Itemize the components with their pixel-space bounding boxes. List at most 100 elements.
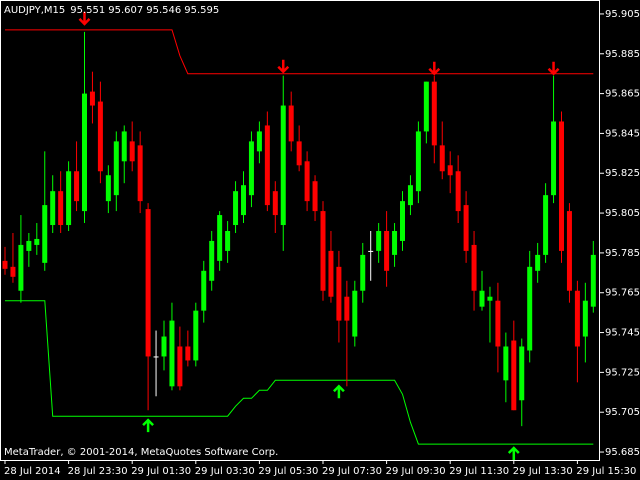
candle-body — [161, 336, 167, 357]
candle-body — [217, 215, 223, 261]
candle-body — [320, 211, 326, 291]
candle-body — [471, 244, 477, 291]
x-tick-label: 28 Jul 23:30 — [68, 466, 128, 477]
y-tick-label: 95.805 — [605, 208, 640, 219]
sell-arrow — [428, 61, 441, 76]
buy-arrow — [333, 384, 345, 399]
header-value: 95.595 — [184, 5, 219, 16]
candle-body — [543, 195, 549, 255]
header: AUDJPY,M15 95.551 95.607 95.546 95.595 — [4, 5, 219, 16]
upper-band — [5, 29, 594, 75]
buy-arrow — [507, 446, 520, 461]
candle-body — [566, 211, 572, 291]
candle-body — [423, 81, 429, 132]
sell-arrow — [78, 11, 91, 26]
candle-body — [352, 290, 358, 337]
candle-body — [384, 230, 390, 271]
y-tick-label: 95.685 — [605, 447, 640, 458]
y-tick-label: 95.745 — [605, 328, 640, 339]
candle-body — [113, 141, 119, 196]
candle-body — [50, 191, 56, 226]
candle-body — [503, 346, 509, 381]
sell-arrow — [277, 59, 290, 74]
candle-body — [407, 185, 413, 206]
candle-body — [153, 356, 159, 358]
x-tick-label: 29 Jul 05:30 — [258, 466, 318, 477]
candle-body — [225, 230, 231, 251]
lower-band — [5, 300, 594, 445]
header-value: 95.607 — [108, 5, 143, 16]
sell-arrow — [547, 61, 560, 76]
footer: MetaTrader, © 2001-2014, MetaQuotes Soft… — [4, 447, 278, 458]
candle-body — [248, 141, 254, 196]
candle-body — [304, 161, 310, 202]
header-value: 95.546 — [146, 5, 181, 16]
candle-body — [415, 131, 421, 192]
candle-body — [392, 230, 398, 255]
y-tick-label: 95.905 — [605, 9, 640, 20]
candle-body — [447, 165, 453, 176]
candle-body — [256, 131, 262, 152]
x-tick-label: 29 Jul 11:30 — [449, 466, 509, 477]
candle-body — [368, 250, 374, 252]
candle-body — [400, 201, 405, 241]
candle-body — [177, 346, 183, 387]
x-tick-label: 29 Jul 15:30 — [576, 466, 636, 477]
candle-body — [74, 171, 80, 202]
candle-body — [511, 340, 517, 411]
candle-body — [296, 141, 302, 166]
candle-body — [201, 270, 207, 311]
x-tick-label: 29 Jul 09:30 — [386, 466, 446, 477]
candle-body — [344, 296, 350, 321]
x-tick-label: 29 Jul 03:30 — [195, 466, 255, 477]
candle-body — [58, 191, 64, 226]
y-tick-label: 95.765 — [605, 288, 640, 299]
candle-body — [105, 175, 111, 202]
candle-body — [66, 171, 72, 226]
candle-body — [82, 93, 87, 212]
candle-body — [527, 266, 533, 351]
candle-body — [185, 346, 191, 361]
candle-body — [551, 121, 557, 196]
y-tick-label: 95.865 — [605, 89, 640, 100]
y-tick-label: 95.785 — [605, 248, 640, 259]
y-tick-label: 95.725 — [605, 367, 640, 378]
candle-body — [519, 346, 525, 401]
x-tick-label: 28 Jul 2014 — [4, 466, 61, 477]
candle-body — [479, 290, 485, 307]
candle-body — [26, 240, 32, 251]
candle-body — [18, 244, 24, 291]
y-tick-label: 95.885 — [605, 49, 640, 60]
candle-body — [42, 205, 48, 263]
candle-body — [360, 254, 366, 291]
candle-body — [463, 205, 469, 251]
candle-body — [487, 296, 493, 301]
candle-body — [312, 181, 318, 212]
candle-body — [376, 230, 382, 251]
candle-body — [2, 260, 8, 269]
candle-body — [34, 238, 40, 245]
y-tick-label: 95.825 — [605, 168, 640, 179]
y-tick-label: 95.845 — [605, 128, 640, 139]
plot-frame — [0, 0, 600, 461]
y-tick-label: 95.705 — [605, 407, 640, 418]
candle-body — [169, 320, 175, 387]
candle-body — [89, 91, 95, 106]
candle-body — [121, 131, 127, 162]
candle-body — [264, 125, 270, 206]
candle-body — [97, 101, 103, 172]
candle-body — [559, 121, 564, 251]
candle-body — [535, 254, 541, 271]
candle-body — [582, 300, 588, 337]
candle-body — [328, 250, 334, 297]
candle-body — [495, 300, 501, 347]
candle-body — [10, 266, 16, 277]
candle-body — [336, 266, 342, 321]
candle-body — [431, 81, 437, 146]
candle-body — [129, 141, 135, 162]
x-tick-label: 29 Jul 01:30 — [131, 466, 191, 477]
candle-body — [455, 171, 461, 212]
